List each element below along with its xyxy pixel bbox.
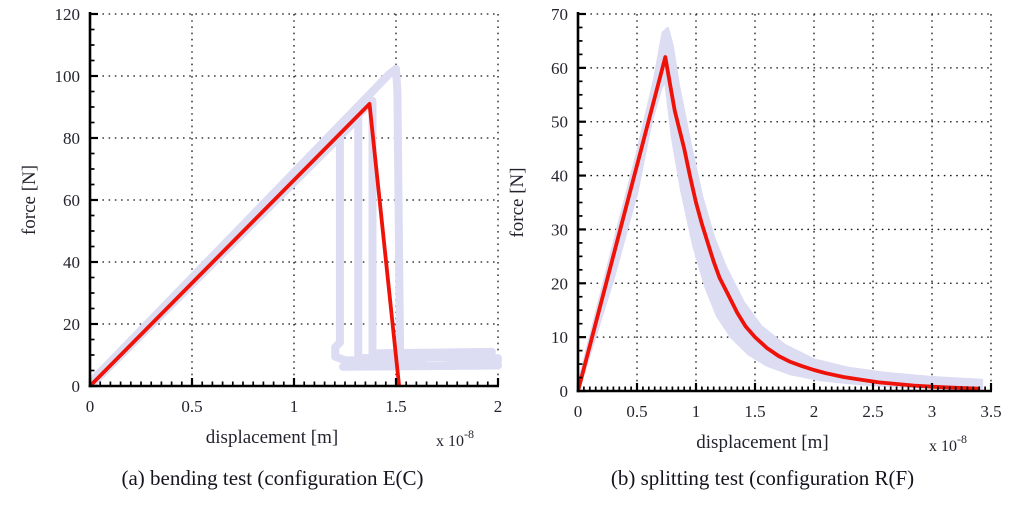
simulation-line [577, 55, 980, 391]
x-tick-label: 2 [810, 402, 819, 421]
x-tick-label: 0 [574, 402, 583, 421]
plot-series [577, 27, 984, 391]
x-tick-label: 0.5 [181, 397, 202, 416]
caption-splitting-test: (b) splitting test (configuration R(F) [610, 466, 915, 490]
x-tick-label: 2.5 [862, 402, 883, 421]
y-tick-label: 30 [551, 220, 568, 239]
grid [578, 13, 992, 391]
axes [576, 12, 992, 393]
experiment-band-test [89, 96, 496, 386]
y-tick-label: 60 [551, 59, 568, 78]
y-tick-label: 40 [551, 167, 568, 186]
caption-bending-test: (a) bending test (configuration E(C) [121, 466, 424, 490]
x-scale-multiplier: x 10-8 [929, 432, 967, 455]
y-tick-label: 50 [551, 113, 568, 132]
experiment-band-test [89, 64, 502, 386]
y-tick-label: 20 [63, 315, 80, 334]
x-axis-label: displacement [m] [206, 427, 338, 448]
x-tick-label: 2 [494, 397, 503, 416]
y-tick-label: 100 [55, 67, 81, 86]
y-axis-label: force [N] [19, 165, 40, 235]
experiment-band [577, 27, 984, 391]
y-tick-label: 40 [63, 253, 80, 272]
major-ticks [88, 12, 500, 388]
experiment-band-test [339, 361, 502, 371]
x-scale-multiplier: x 10-8 [436, 427, 474, 450]
x-tick-label: 1.5 [744, 402, 765, 421]
minor-ticks [90, 28, 489, 386]
x-scale-exponent: -8 [957, 432, 967, 446]
x-tick-label: 1.5 [385, 397, 406, 416]
y-tick-label: 120 [55, 5, 81, 24]
x-tick-label: 0 [86, 397, 95, 416]
x-axis-label: displacement [m] [696, 432, 828, 453]
y-tick-label: 0 [560, 382, 569, 401]
y-tick-label: 20 [551, 274, 568, 293]
x-tick-label: 1 [692, 402, 701, 421]
splitting-chart: 0 0.5 1 1.5 2 2.5 3 3.5 0 10 20 30 40 50 60 70 displacem… [507, 5, 1002, 455]
tick-labels: 0 0.5 1 1.5 2 2.5 3 3.5 0 10 20 30 40 50 60 70 [551, 5, 1002, 421]
y-tick-label: 80 [63, 129, 80, 148]
y-axis-label: force [N] [507, 167, 528, 237]
x-tick-label: 3 [928, 402, 937, 421]
plot-series [89, 64, 502, 386]
x-tick-label: 1 [290, 397, 299, 416]
y-tick-label: 70 [551, 5, 568, 24]
major-ticks [576, 12, 993, 393]
x-scale-exponent: -8 [464, 427, 474, 441]
x-tick-label: 3.5 [980, 402, 1001, 421]
y-tick-label: 60 [63, 191, 80, 210]
simulation-line [89, 102, 401, 386]
x-tick-label: 0.5 [626, 402, 647, 421]
y-tick-label: 10 [551, 328, 568, 347]
minor-ticks [578, 26, 986, 391]
y-tick-label: 0 [72, 377, 81, 396]
